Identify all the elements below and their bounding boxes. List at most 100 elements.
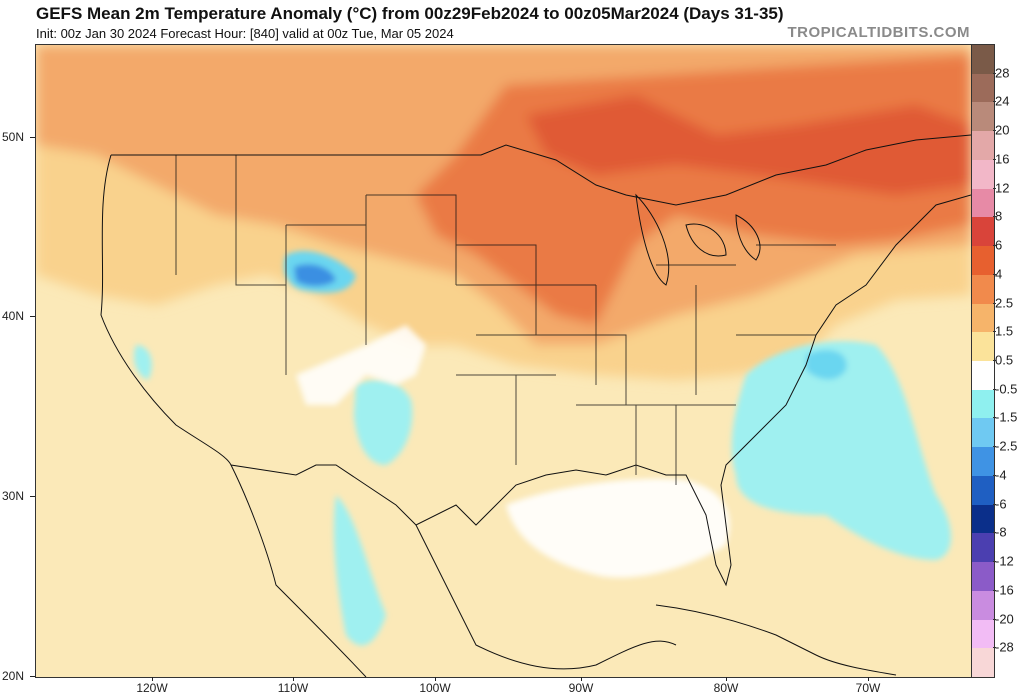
colorbar-label: 24 <box>995 93 1010 109</box>
colorbar-tick <box>993 561 996 563</box>
neutral-field <box>296 325 730 578</box>
colorbar-segment <box>972 102 994 132</box>
us-canada-border <box>111 134 971 206</box>
lon-tick <box>435 677 436 681</box>
colorbar-tick <box>993 245 996 247</box>
boundaries <box>100 134 971 677</box>
colorbar-label: -20 <box>995 611 1014 627</box>
mexico-gulf-coast <box>415 524 677 670</box>
colorbar-label: 8 <box>995 208 1003 224</box>
colorbar-segment <box>972 45 994 75</box>
colorbar-label: 16 <box>995 151 1010 167</box>
colorbar-segment <box>972 648 994 678</box>
lat-label-30n: 30N <box>2 489 25 503</box>
lon-tick <box>581 677 582 681</box>
colorbar-tick <box>993 72 996 74</box>
colorbar-segment <box>972 332 994 362</box>
brand-watermark: TROPICALTIDBITS.COM <box>787 24 970 41</box>
colorbar-label: -12 <box>995 553 1014 569</box>
atlantic-cool-core <box>806 350 847 380</box>
map-svg <box>36 45 971 677</box>
colorbar-tick <box>993 474 996 476</box>
great-lakes <box>635 193 761 286</box>
colorbar-segment <box>972 562 994 592</box>
colorbar-tick <box>993 446 996 448</box>
colorbar-tick <box>993 273 996 275</box>
lat-label-50n: 50N <box>2 130 25 144</box>
colorbar-label: -1.5 <box>995 409 1018 425</box>
colorbar-tick <box>993 101 996 103</box>
colorbar-label: -2.5 <box>995 438 1018 454</box>
colorbar-label: 12 <box>995 180 1010 196</box>
colorbar-label: 2.5 <box>995 295 1014 311</box>
lon-label-90w: 90W <box>568 681 594 695</box>
neutral-sw <box>296 325 426 405</box>
colorbar-tick <box>993 618 996 620</box>
colorbar-label: -4 <box>995 467 1007 483</box>
chart-subtitle: Init: 00z Jan 30 2024 Forecast Hour: [84… <box>36 26 454 41</box>
colorbar-segment <box>972 590 994 621</box>
colorbar-segment <box>972 303 994 333</box>
lat-tick <box>30 316 35 317</box>
lon-tick <box>152 677 153 681</box>
colorbar-segment <box>972 159 994 190</box>
lon-tick <box>293 677 294 681</box>
warm-hot-region <box>526 95 971 195</box>
colorbar-tick <box>993 503 996 505</box>
colorbar-segment <box>972 274 994 305</box>
cuba-caribbean <box>655 604 897 676</box>
colorbar-tick <box>993 417 996 419</box>
colorbar-tick <box>993 130 996 132</box>
lon-tick <box>868 677 869 681</box>
colorbar-segment <box>972 73 994 103</box>
colorbar-label: -16 <box>995 582 1014 598</box>
colorbar <box>971 44 995 678</box>
lat-tick <box>30 137 35 138</box>
colorbar-segment <box>972 475 994 506</box>
colorbar-label: -0.5 <box>995 381 1018 397</box>
colorbar-tick <box>993 331 996 333</box>
colorbar-segment <box>972 619 994 649</box>
colorbar-tick <box>993 158 996 160</box>
colorbar-segment <box>972 217 994 247</box>
colorbar-segment <box>972 188 994 218</box>
rockies-cool-core <box>294 264 336 287</box>
state-borders <box>175 155 836 485</box>
ca-cool-spot <box>134 345 152 380</box>
lon-label-80w: 80W <box>713 681 739 695</box>
warm-nw-region <box>36 55 296 135</box>
cool-field <box>134 251 951 646</box>
colorbar-label: 0.5 <box>995 352 1014 368</box>
gulf-neutral <box>506 478 730 578</box>
lat-tick <box>30 496 35 497</box>
colorbar-label: 20 <box>995 122 1010 138</box>
colorbar-label: -28 <box>995 639 1014 655</box>
us-coastline <box>100 154 971 587</box>
colorbar-tick <box>993 589 996 591</box>
colorbar-tick <box>993 647 996 649</box>
colorbar-segment <box>972 418 994 448</box>
atlantic-cool-region <box>731 341 951 560</box>
lon-label-70w: 70W <box>855 681 881 695</box>
colorbar-label: -8 <box>995 524 1007 540</box>
colorbar-label: 1.5 <box>995 323 1014 339</box>
colorbar-tick <box>993 216 996 218</box>
lat-label-20n: 20N <box>2 669 25 683</box>
colorbar-label: 4 <box>995 266 1003 282</box>
sw-cool-region <box>354 380 413 465</box>
lon-label-110w: 110W <box>277 681 309 695</box>
colorbar-tick <box>993 360 996 361</box>
colorbar-segment <box>972 131 994 161</box>
colorbar-segment <box>972 246 994 276</box>
colorbar-segment <box>972 389 994 419</box>
colorbar-segment <box>972 447 994 477</box>
colorbar-tick <box>993 532 996 534</box>
colorbar-segment <box>972 504 994 534</box>
colorbar-label: 28 <box>995 65 1010 81</box>
colorbar-tick <box>993 388 996 390</box>
lon-label-100w: 100W <box>419 681 451 695</box>
lat-label-40n: 40N <box>2 309 25 323</box>
colorbar-segment <box>972 361 994 391</box>
chart-title: GEFS Mean 2m Temperature Anomaly (°C) fr… <box>36 4 784 23</box>
baja-coast <box>230 464 367 677</box>
